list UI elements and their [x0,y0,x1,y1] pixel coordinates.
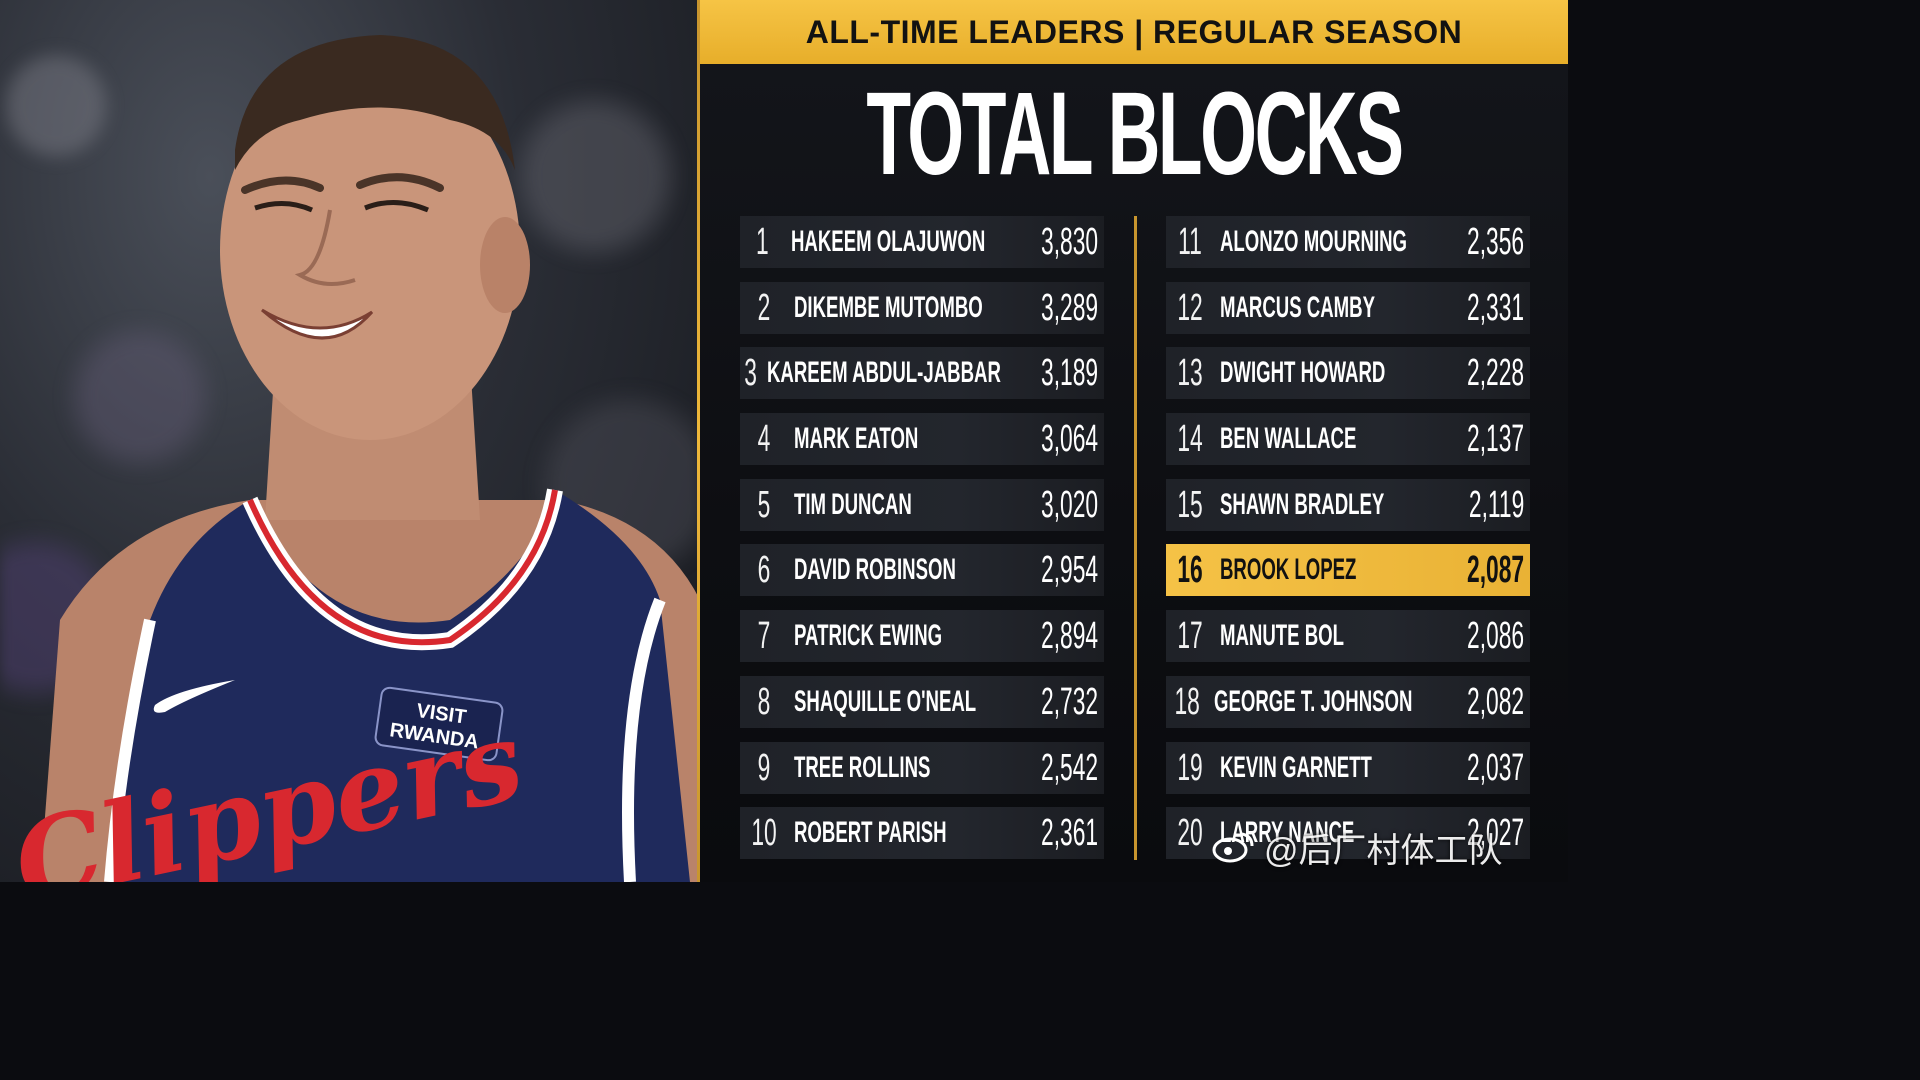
blocks-total: 2,137 [1466,418,1524,461]
leader-row: 4 MARK EATON 3,064 [740,413,1104,466]
player-name: SHAWN BRADLEY [1220,487,1385,521]
rank-number: 11 [1178,221,1202,263]
rank-number: 12 [1177,286,1203,329]
player-name: DWIGHT HOWARD [1220,356,1386,390]
rank-number: 10 [751,812,777,855]
rank-number: 8 [757,680,771,723]
leader-row: 19 KEVIN GARNETT 2,037 [1166,741,1530,794]
blocks-total: 2,356 [1466,221,1524,263]
player-name: SHAQUILLE O'NEAL [794,684,977,718]
column-divider [1134,216,1137,860]
player-name: MANUTE BOL [1220,619,1344,653]
leader-row: 11 ALONZO MOURNING 2,356 [1166,216,1530,268]
player-name: PATRICK EWING [794,619,943,653]
blocks-total: 2,119 [1468,483,1524,526]
leader-row: 1 HAKEEM OLAJUWON 3,830 [740,216,1104,268]
player-illustration: VISIT RWANDA Clippers [3,35,700,882]
leader-row: 2 DIKEMBE MUTOMBO 3,289 [740,281,1104,334]
leader-row: 20 LARRY NANCE 2,027 [1166,807,1530,860]
blocks-total: 2,894 [1040,615,1098,658]
rank-number: 4 [757,418,771,461]
page-title: TOTAL BLOCKS [866,68,1404,200]
player-name: HAKEEM OLAJUWON [790,225,985,258]
rank-number: 5 [757,483,771,526]
leader-row: 6 DAVID ROBINSON 2,954 [740,544,1104,597]
leader-row: 12 MARCUS CAMBY 2,331 [1166,281,1530,334]
blocks-total: 2,087 [1466,549,1524,592]
rank-number: 15 [1177,483,1203,526]
rank-number: 6 [757,549,771,592]
player-name: ROBERT PARISH [794,816,947,850]
blocks-total: 2,086 [1466,615,1524,658]
player-name: DAVID ROBINSON [794,553,956,587]
leaders-column-left: 1 HAKEEM OLAJUWON 3,830 2 DIKEMBE MUTOMBO 3,2… [740,216,1104,873]
leader-row: 17 MANUTE BOL 2,086 [1166,610,1530,663]
leader-row-highlighted: 16 BROOK LOPEZ 2,087 [1166,544,1530,597]
leader-row: 13 DWIGHT HOWARD 2,228 [1166,347,1530,400]
player-name: MARK EATON [794,422,919,456]
rank-number: 7 [757,615,771,658]
player-name: MARCUS CAMBY [1220,290,1375,324]
player-name: KAREEM ABDUL-JABBAR [767,356,1002,390]
leader-row: 15 SHAWN BRADLEY 2,119 [1166,478,1530,531]
leader-row: 10 ROBERT PARISH 2,361 [740,807,1104,860]
leaderboard-panel: ALL-TIME LEADERS | REGULAR SEASON TOTAL … [700,0,1568,882]
rank-number: 17 [1177,615,1203,658]
leader-row: 14 BEN WALLACE 2,137 [1166,413,1530,466]
blocks-total: 3,189 [1040,352,1098,395]
rank-number: 9 [757,746,771,789]
blocks-total: 2,361 [1040,812,1098,855]
rank-number: 19 [1177,746,1203,789]
weibo-icon [1212,832,1254,863]
player-name: BEN WALLACE [1220,422,1357,456]
blocks-total: 3,020 [1040,483,1098,526]
blocks-total: 2,082 [1466,680,1524,723]
blocks-total: 2,954 [1040,549,1098,592]
player-photo: VISIT RWANDA Clippers [0,0,700,882]
rank-number: 14 [1177,418,1203,461]
watermark: @后厂村体工队 [1212,822,1503,872]
leader-row: 7 PATRICK EWING 2,894 [740,610,1104,663]
blocks-total: 2,542 [1040,746,1098,789]
banner-title: ALL-TIME LEADERS | REGULAR SEASON [700,0,1568,64]
blocks-total: 2,732 [1040,680,1098,723]
leader-row: 18 GEORGE T. JOHNSON 2,082 [1166,675,1530,728]
photo-edge-stripe [697,0,700,882]
rank-number: 13 [1177,352,1203,395]
blocks-total: 3,064 [1040,418,1098,461]
blocks-total: 2,037 [1466,746,1524,789]
blocks-total: 2,228 [1466,352,1524,395]
player-name: ALONZO MOURNING [1220,225,1408,258]
player-name: DIKEMBE MUTOMBO [794,290,983,324]
player-name: TREE ROLLINS [794,750,931,784]
watermark-text: @后厂村体工队 [1264,831,1503,870]
player-name: BROOK LOPEZ [1220,553,1357,587]
player-name: TIM DUNCAN [794,487,912,521]
leader-row: 9 TREE ROLLINS 2,542 [740,741,1104,794]
blocks-total: 2,331 [1466,286,1524,329]
blocks-total: 3,289 [1040,286,1098,329]
leader-row: 3 KAREEM ABDUL-JABBAR 3,189 [740,347,1104,400]
rank-number: 20 [1177,812,1203,855]
blocks-total: 2,027 [1466,812,1524,855]
rank-number: 2 [757,286,771,329]
rank-number: 18 [1174,680,1200,723]
rank-number: 3 [744,352,757,395]
leaders-column-right: 11 ALONZO MOURNING 2,356 12 MARCUS CAMBY 2,33… [1166,216,1530,873]
leader-row: 5 TIM DUNCAN 3,020 [740,478,1104,531]
leader-row: 8 SHAQUILLE O'NEAL 2,732 [740,675,1104,728]
rank-number: 16 [1177,549,1203,592]
rank-number: 1 [755,221,769,263]
player-name: GEORGE T. JOHNSON [1214,684,1413,718]
blocks-total: 3,830 [1040,221,1098,263]
player-name: KEVIN GARNETT [1220,750,1372,784]
